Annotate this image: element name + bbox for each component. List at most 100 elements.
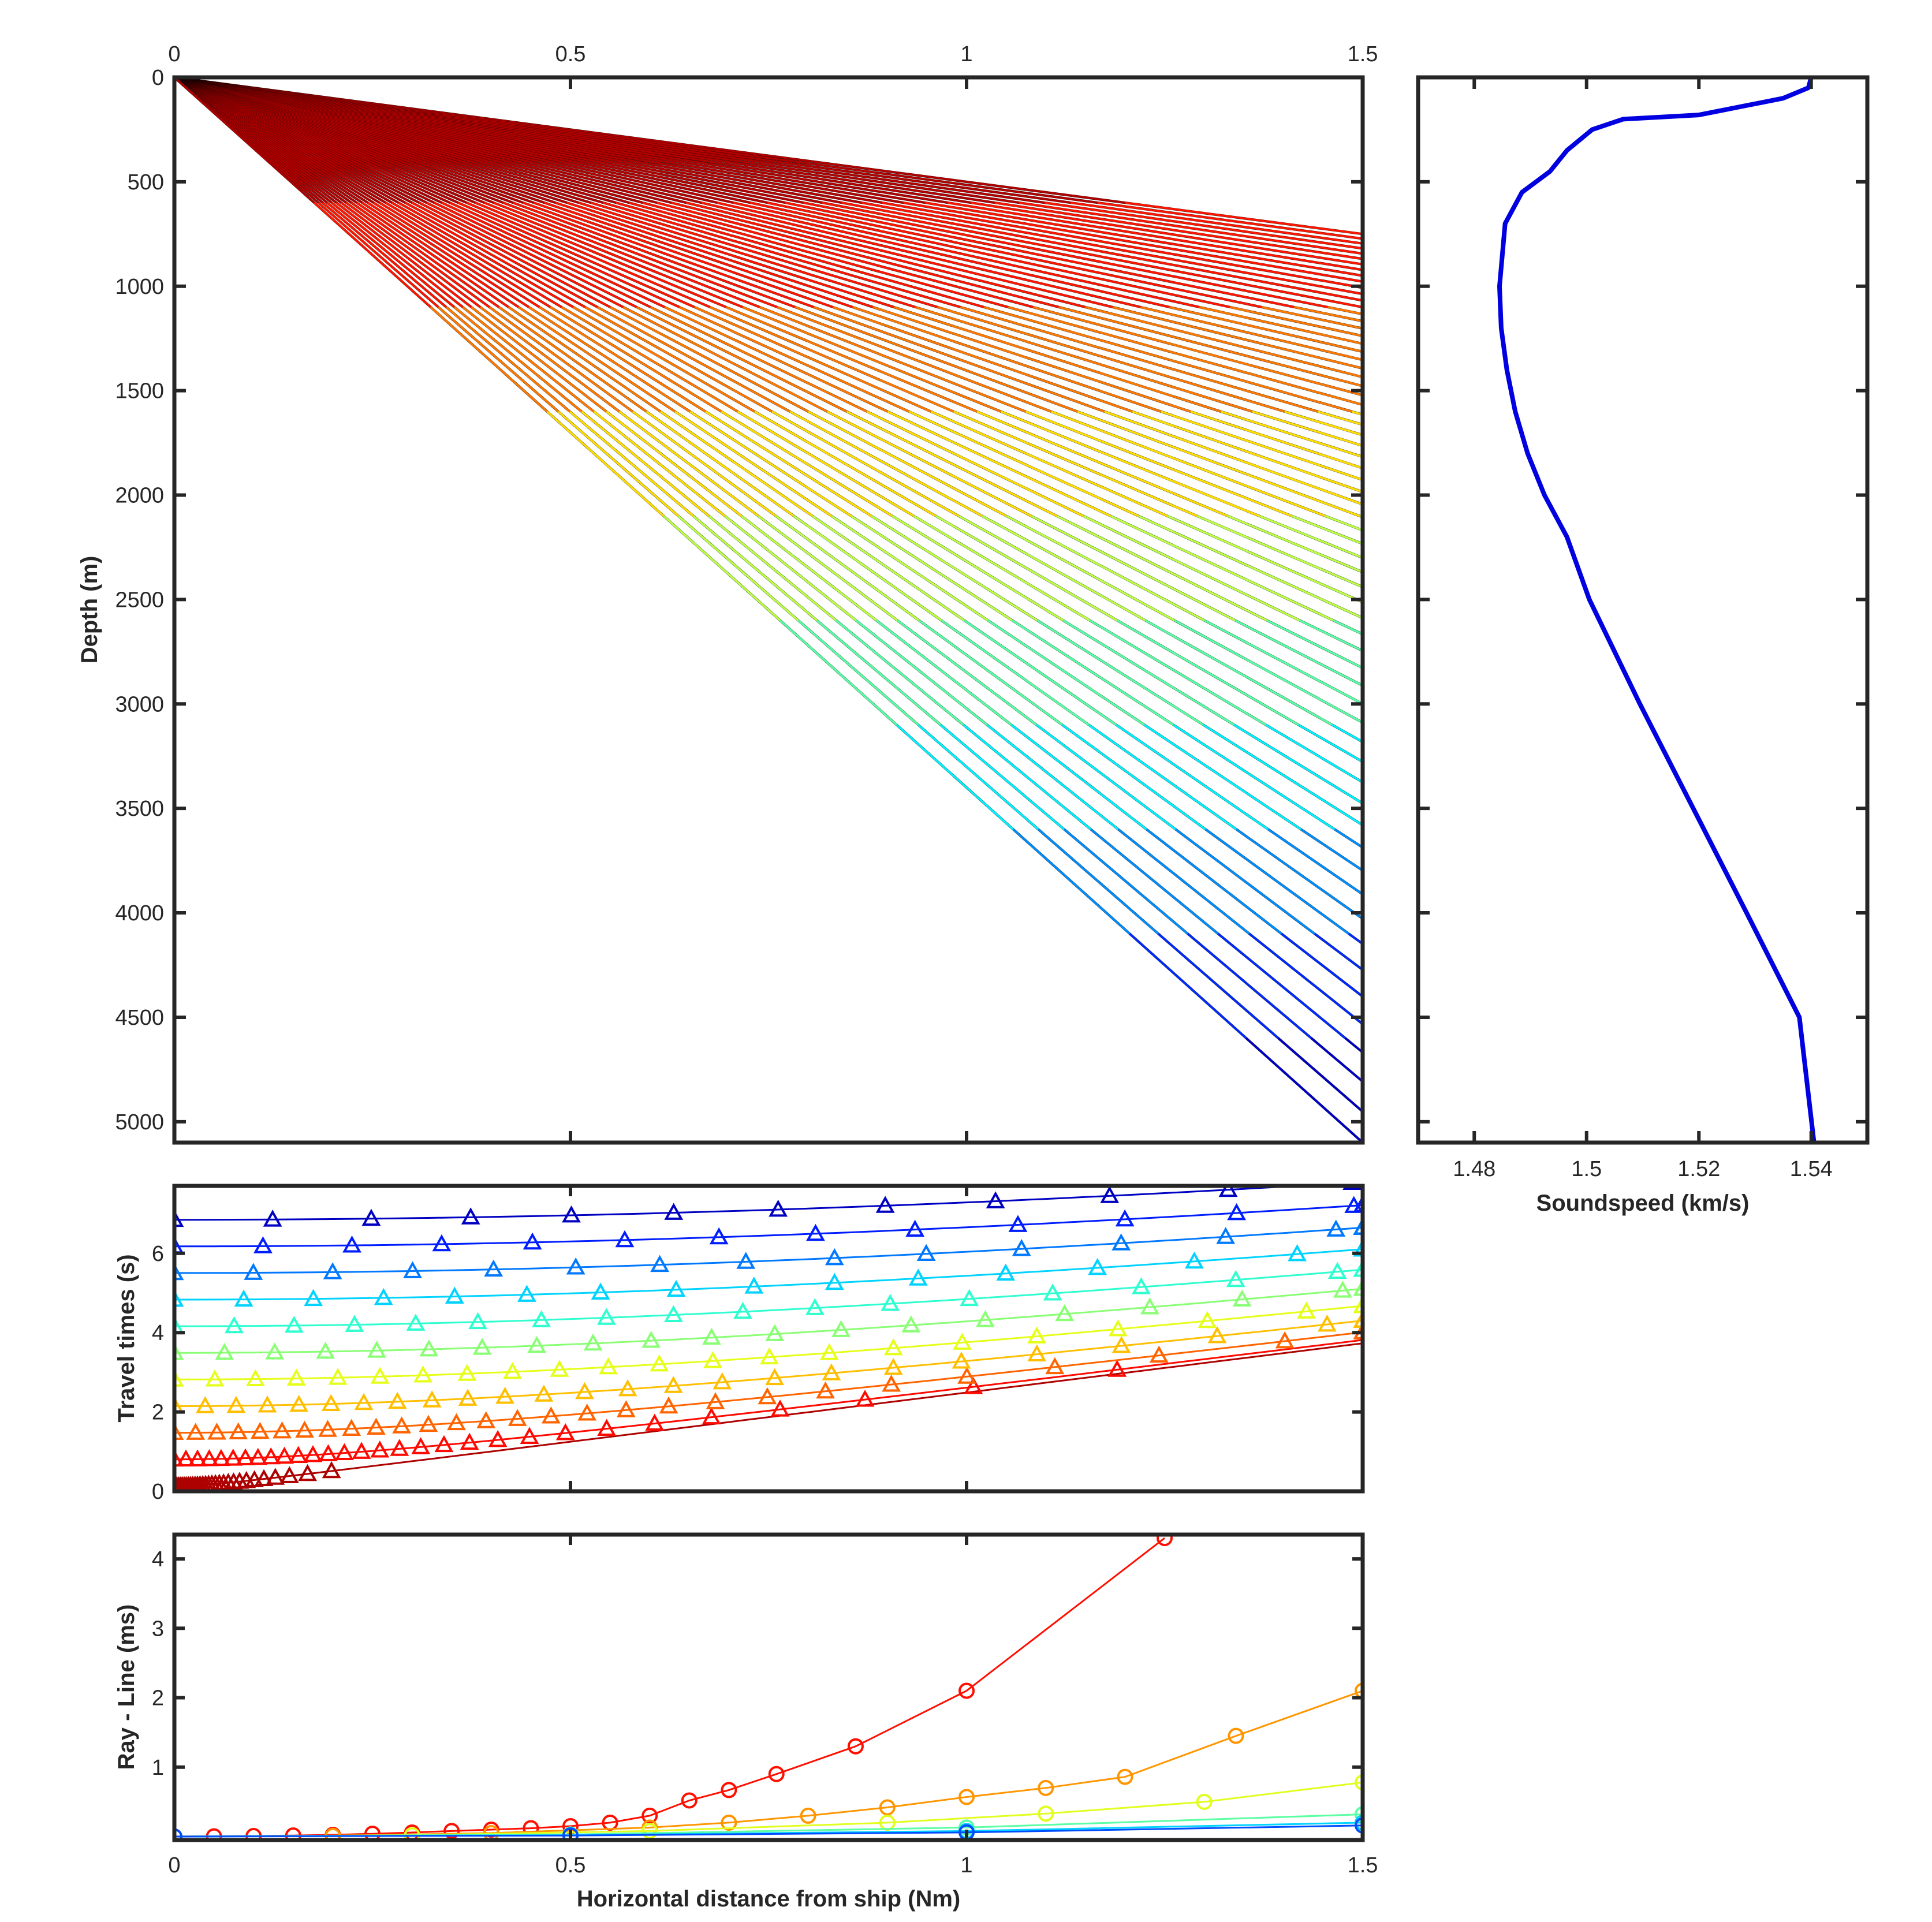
ray-segment — [453, 306, 583, 413]
travel-time-marker — [335, 1443, 354, 1461]
travel-time-line — [174, 1342, 1363, 1487]
ray-segment — [986, 724, 1119, 830]
travel-time-marker — [174, 1449, 184, 1467]
ray-paths-ytick-label: 1000 — [115, 275, 164, 299]
travel-time-marker — [1132, 1277, 1151, 1294]
travel-time-marker — [659, 1396, 678, 1414]
travel-time-marker — [174, 1316, 184, 1334]
travel-time-marker — [304, 1289, 323, 1307]
travel-time-marker — [245, 1470, 264, 1487]
ray-segment — [1070, 201, 1363, 245]
ray-segment — [561, 306, 739, 413]
travel-time-marker — [616, 1400, 636, 1417]
ray-segment — [498, 306, 647, 413]
ray-segment — [606, 410, 743, 517]
ray-segment — [775, 515, 920, 622]
ray-minus-line-marker — [1355, 1774, 1363, 1791]
travel-time-marker — [550, 1360, 569, 1377]
travel-time-marker — [342, 1235, 361, 1253]
travel-time-marker — [298, 1464, 318, 1481]
ray-minus-line-marker — [1355, 1817, 1363, 1834]
travel-time-marker — [445, 1286, 464, 1304]
travel-time-marker — [975, 1310, 995, 1327]
ray-segment — [875, 619, 1012, 726]
travel-time-marker — [1275, 1331, 1295, 1349]
ray-segment — [887, 410, 1112, 517]
ray-segment — [1112, 306, 1363, 370]
ray-segment — [678, 306, 910, 413]
ray-segment — [518, 306, 676, 413]
travel-time-marker — [713, 1372, 732, 1390]
travel-time-marker — [663, 1376, 683, 1393]
travel-time-marker — [1008, 1215, 1028, 1232]
travel-time-marker — [709, 1227, 729, 1245]
ray-minus-line-axes-box — [172, 1532, 1365, 1842]
travel-time-marker — [253, 1236, 273, 1253]
ray-paths-ytick-label: 500 — [128, 170, 164, 195]
ray-segment — [479, 306, 620, 413]
ray-segment — [1187, 932, 1312, 1039]
travel-time-marker — [706, 1392, 725, 1409]
ray-segment — [493, 201, 760, 308]
travel-time-marker — [703, 1351, 722, 1368]
travel-time-marker — [1353, 1195, 1363, 1212]
travel-time-marker — [1297, 1301, 1316, 1319]
travel-time-marker — [760, 1347, 779, 1365]
ray-segment — [426, 201, 637, 308]
travel-time-marker — [265, 1342, 285, 1360]
ray-minus-line-marker — [1355, 1806, 1363, 1823]
travel-times-ytick-label: 4 — [152, 1321, 164, 1345]
ray-segment — [941, 619, 1090, 726]
travel-time-line — [174, 1186, 1314, 1221]
travel-time-marker — [806, 1223, 825, 1241]
ray-segment — [539, 306, 706, 413]
ray-segment — [659, 410, 814, 517]
ray-segment — [1138, 515, 1363, 619]
ray-segment — [1157, 932, 1279, 1039]
ray-segment — [1008, 306, 1363, 406]
ray-segment — [430, 306, 548, 413]
travel-time-marker — [1198, 1311, 1217, 1328]
travel-time-marker — [702, 1407, 721, 1425]
ray-paths-ytick-label: 5000 — [115, 1110, 164, 1134]
ray-segment — [1062, 619, 1235, 726]
travel-time-marker — [1288, 1244, 1307, 1262]
ray-minus-line-marker — [879, 1799, 896, 1816]
ray-segment — [935, 515, 1118, 622]
ray-segment — [1063, 828, 1189, 935]
ray-segment — [445, 306, 571, 413]
ray-minus-line-marker — [681, 1792, 698, 1809]
ray-segment — [1310, 1037, 1363, 1083]
ray-segment — [322, 201, 447, 308]
travel-time-marker — [188, 1449, 207, 1466]
ray-minus-line-ylabel: Ray - Line (ms) — [114, 1604, 139, 1770]
travel-time-marker — [1088, 1257, 1107, 1275]
ray-minus-line-marker — [768, 1766, 785, 1782]
travel-time-marker — [1342, 1186, 1362, 1190]
travel-time-marker — [541, 1406, 561, 1424]
ray-segment — [953, 410, 1198, 517]
travel-time-marker — [484, 1259, 503, 1277]
ray-segment — [508, 306, 661, 413]
ray-segment — [1012, 828, 1131, 935]
travel-time-marker — [461, 1207, 480, 1225]
travel-time-marker — [411, 1437, 431, 1454]
ray-segment — [689, 410, 852, 517]
ray-segment — [742, 306, 1002, 413]
ray-segment — [391, 201, 574, 308]
travel-time-marker — [1140, 1297, 1159, 1315]
ray-segment — [1199, 306, 1363, 345]
travel-time-marker — [458, 1389, 478, 1406]
travel-time-marker — [225, 1316, 244, 1334]
ray-segment — [976, 410, 1228, 517]
ray-segment — [1058, 306, 1363, 387]
travel-time-marker — [523, 1232, 542, 1250]
ray-segment — [174, 77, 315, 204]
ray-segment — [1234, 619, 1363, 687]
ray-segment — [896, 724, 1014, 830]
ray-minus-line-panel: 0 0.5 1 1.5 1 2 3 4 Ray - Line (ms) Horizontal … — [114, 1532, 1378, 1912]
ray-segment — [1006, 515, 1205, 622]
ray-segment — [318, 201, 439, 308]
ray-segment — [616, 201, 984, 308]
ray-segment — [566, 201, 894, 308]
